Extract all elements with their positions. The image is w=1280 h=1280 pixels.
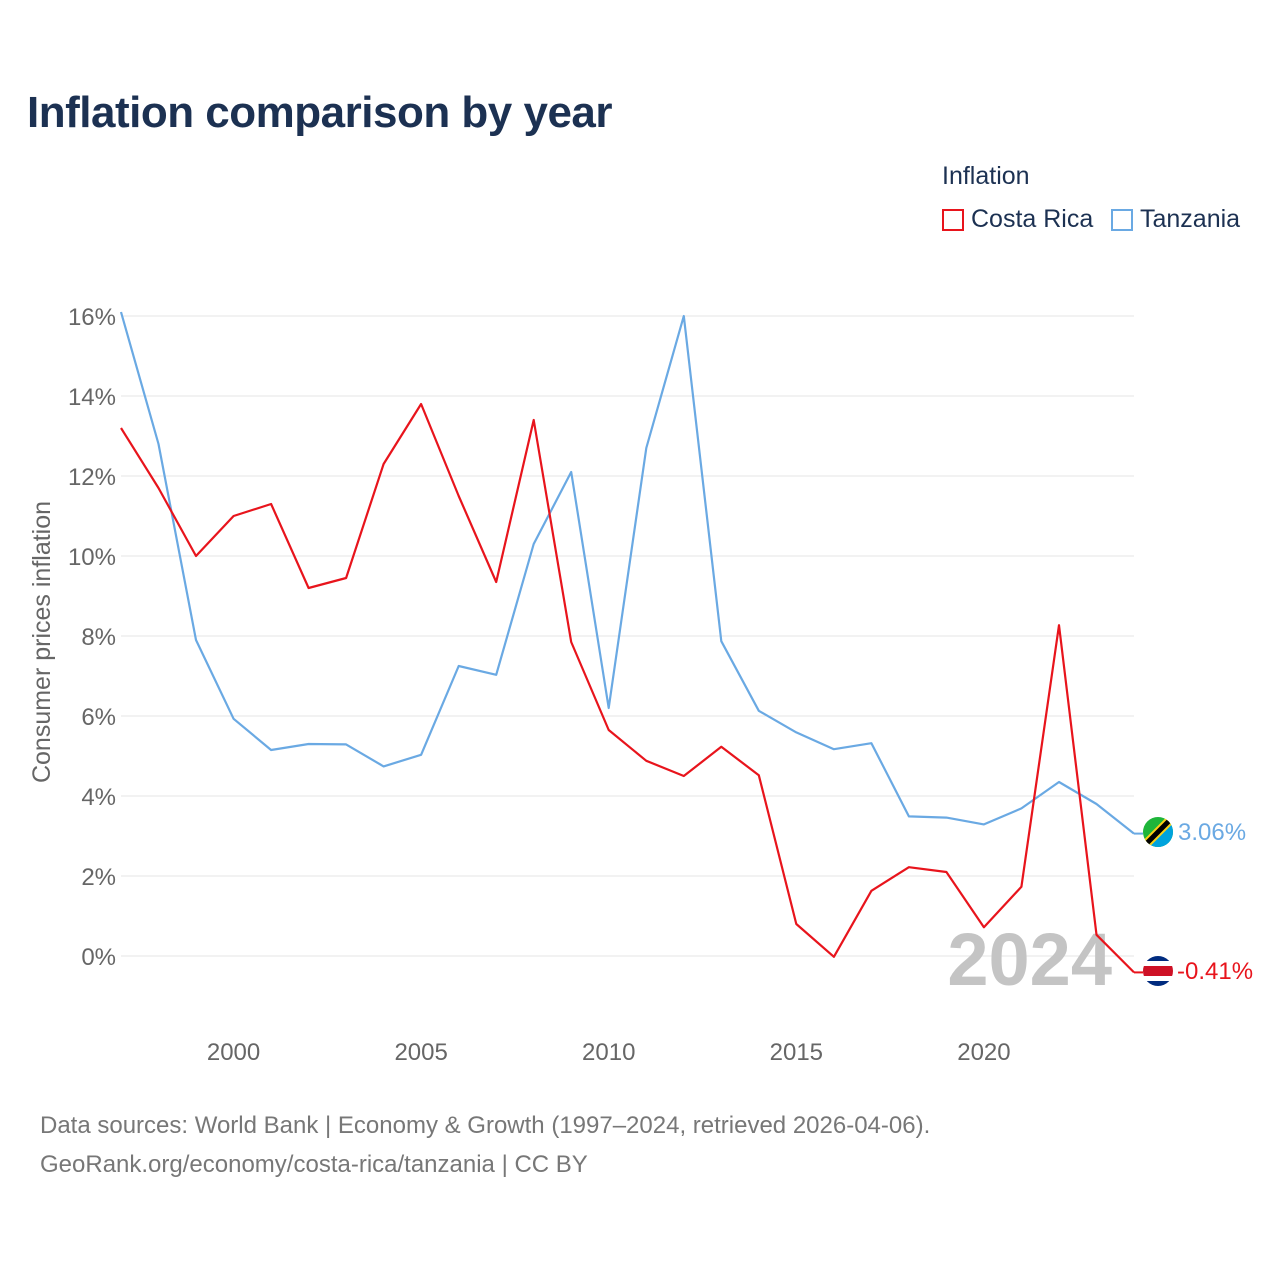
footer-source: Data sources: World Bank | Economy & Gro… xyxy=(40,1112,931,1139)
x-axis-ticks: 2000 2005 2010 2015 2020 xyxy=(207,1039,1011,1066)
tanzania-flag-icon xyxy=(1143,817,1173,847)
x-tick-label: 2010 xyxy=(582,1039,635,1066)
legend-title: Inflation xyxy=(942,162,1030,190)
year-watermark: 2024 xyxy=(947,918,1112,1001)
y-tick-label: 2% xyxy=(81,864,116,891)
footer-link[interactable]: GeoRank.org/economy/costa-rica/tanzania … xyxy=(40,1151,588,1178)
chart-title: Inflation comparison by year xyxy=(27,88,613,137)
y-axis-ticks: 0% 2% 4% 6% 8% 10% 12% 14% 16% xyxy=(68,304,116,971)
costa-rica-end-label: -0.41% xyxy=(1177,958,1253,985)
series-line-costa-rica[interactable] xyxy=(120,402,1135,974)
x-tick-label: 2000 xyxy=(207,1039,260,1066)
legend-item-costa-rica[interactable]: Costa Rica xyxy=(942,205,1093,234)
y-tick-label: 8% xyxy=(81,624,116,651)
y-tick-label: 10% xyxy=(68,544,116,571)
y-tick-label: 14% xyxy=(68,384,116,411)
y-tick-label: 16% xyxy=(68,304,116,331)
legend-label-tanzania: Tanzania xyxy=(1140,205,1241,233)
legend-swatch-costa-rica xyxy=(942,208,964,231)
series-lines xyxy=(119,311,1143,974)
legend-label-costa-rica: Costa Rica xyxy=(971,205,1094,233)
x-tick-label: 2005 xyxy=(394,1039,447,1066)
y-tick-label: 0% xyxy=(81,944,116,971)
series-line-tanzania[interactable] xyxy=(119,311,1135,835)
x-tick-label: 2020 xyxy=(957,1039,1010,1066)
legend-swatch-tanzania xyxy=(1111,208,1133,231)
legend-item-tanzania[interactable]: Tanzania xyxy=(1111,205,1240,234)
line-chart: 0%2%4%6%8%10%12%14%16% 2000 2005 2010 2015 2… xyxy=(28,304,1253,1066)
y-tick-label: 12% xyxy=(68,464,116,491)
costa-rica-flag-icon xyxy=(1143,956,1173,986)
grid-lines xyxy=(121,315,1134,957)
y-tick-label: 6% xyxy=(81,704,116,731)
tanzania-end-label: 3.06% xyxy=(1178,819,1246,846)
x-tick-label: 2015 xyxy=(770,1039,823,1066)
y-tick-label: 4% xyxy=(81,784,116,811)
y-axis-label: Consumer prices inflation xyxy=(28,501,56,783)
footer: Data sources: World Bank | Economy & Gro… xyxy=(40,1106,930,1184)
